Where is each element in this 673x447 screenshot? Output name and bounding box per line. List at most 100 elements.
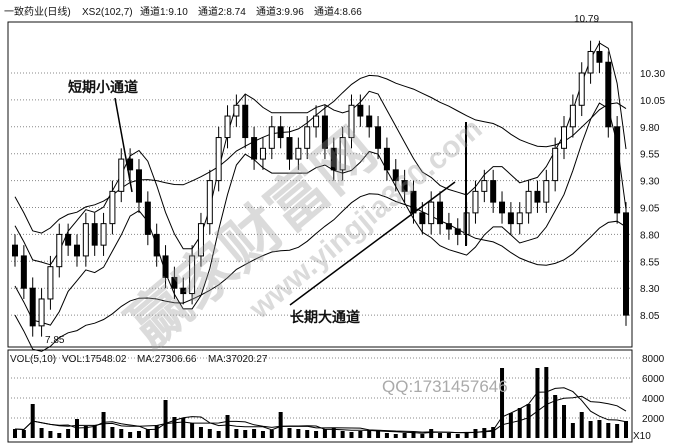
price-panel-frame bbox=[7, 21, 633, 348]
candle-body bbox=[197, 223, 204, 257]
candle-body bbox=[419, 212, 426, 225]
volume-bar bbox=[500, 368, 505, 438]
volume-bar bbox=[57, 433, 62, 438]
volume-bar bbox=[579, 412, 584, 438]
candle-body bbox=[73, 244, 80, 257]
volume-bar bbox=[588, 421, 593, 438]
volume-bar bbox=[553, 395, 558, 438]
volume-name: VOL(5,10) bbox=[10, 354, 56, 365]
short-channel-lower bbox=[14, 102, 627, 326]
candle-body bbox=[118, 158, 125, 192]
candle-body bbox=[12, 244, 18, 257]
volume-bar bbox=[544, 367, 549, 438]
price-tick: 10.05 bbox=[640, 96, 665, 107]
volume-bar bbox=[393, 434, 398, 438]
volume-bar bbox=[349, 432, 354, 438]
volume-bar bbox=[376, 431, 381, 438]
long-channel-label: 长期大通道 bbox=[290, 309, 360, 326]
candle-body bbox=[552, 147, 559, 182]
high-label: 10.79 bbox=[574, 14, 599, 25]
volume-bar bbox=[606, 423, 611, 438]
price-tick: 8.05 bbox=[640, 311, 660, 322]
volume-bar bbox=[482, 428, 487, 438]
volume-tick: 2000 bbox=[642, 414, 665, 425]
candle-body bbox=[561, 126, 568, 149]
volume-tick: 6000 bbox=[642, 374, 665, 385]
candle-body bbox=[313, 115, 320, 128]
volume-bar bbox=[429, 429, 434, 438]
volume-bar bbox=[384, 433, 389, 438]
candle-body bbox=[366, 115, 373, 128]
candle-body bbox=[65, 233, 72, 246]
price-tick: 8.30 bbox=[640, 284, 660, 295]
volume-bar bbox=[48, 431, 53, 438]
candle-body bbox=[578, 72, 585, 106]
candle-body bbox=[445, 223, 452, 230]
volume-bar bbox=[66, 429, 71, 438]
volume-panel-frame bbox=[7, 349, 633, 443]
long-channel-upper bbox=[14, 74, 627, 234]
volume-bar bbox=[252, 429, 257, 438]
volume-bar bbox=[597, 420, 602, 438]
candle-body bbox=[29, 287, 36, 327]
volume-bar bbox=[145, 429, 150, 438]
volume-bar bbox=[570, 423, 575, 438]
volume-bar bbox=[420, 434, 425, 438]
channel-1: 通道1:9.10 bbox=[140, 5, 188, 18]
volume-bar bbox=[216, 431, 221, 438]
volume-bar bbox=[110, 427, 115, 438]
volume-bar bbox=[367, 430, 372, 438]
volume-bar bbox=[136, 431, 141, 438]
candle-body bbox=[277, 126, 284, 139]
long-channel-arrow bbox=[289, 181, 456, 306]
volume-bar bbox=[207, 429, 212, 438]
chart-title: 一致药业(日线) bbox=[4, 5, 71, 18]
volume-bar bbox=[198, 427, 203, 438]
price-tick: 9.55 bbox=[640, 150, 660, 161]
volume-bar bbox=[13, 429, 17, 438]
volume-ma2: MA:37020.27 bbox=[208, 354, 268, 365]
candle-body bbox=[91, 223, 98, 246]
volume-bar bbox=[119, 429, 124, 438]
candle-body bbox=[437, 201, 444, 225]
candle-body bbox=[233, 104, 240, 117]
volume-bar bbox=[438, 433, 443, 438]
candle-body bbox=[304, 126, 311, 149]
volume-bar bbox=[615, 424, 620, 438]
volume-tick: 4000 bbox=[642, 394, 665, 405]
candle-body bbox=[171, 276, 178, 289]
volume-bar bbox=[508, 413, 513, 438]
candle-body bbox=[224, 115, 231, 139]
candle-body bbox=[215, 137, 222, 182]
volume-bar bbox=[287, 428, 292, 438]
long-channel-lower bbox=[14, 193, 627, 352]
low-label: 7.85 bbox=[45, 335, 65, 346]
price-tick: 9.80 bbox=[640, 123, 660, 134]
candle-body bbox=[392, 169, 399, 182]
volume-unit: X10 bbox=[633, 431, 651, 442]
candle-body bbox=[490, 180, 497, 203]
volume-bar bbox=[225, 415, 230, 438]
candle-body bbox=[481, 180, 488, 192]
volume-bar bbox=[190, 423, 195, 438]
candle-body bbox=[286, 137, 293, 160]
short-channel-arrow bbox=[114, 97, 133, 193]
candle-body bbox=[47, 266, 54, 300]
volume-bar bbox=[562, 405, 567, 438]
candle-body bbox=[259, 147, 266, 160]
volume-bar bbox=[172, 417, 177, 438]
watermark-qq: QQ:1731457646 bbox=[382, 377, 508, 396]
channel-4: 通道4:8.66 bbox=[314, 5, 362, 18]
candle-body bbox=[428, 201, 435, 225]
candle-body bbox=[20, 255, 27, 289]
candle-body bbox=[38, 298, 45, 327]
candle-body bbox=[525, 190, 532, 214]
volume-ma-line-2 bbox=[14, 395, 627, 434]
candle-body bbox=[268, 126, 275, 149]
candle-body bbox=[348, 104, 355, 139]
candle-body bbox=[144, 201, 151, 235]
volume-bar bbox=[526, 404, 531, 438]
price-tick: 9.05 bbox=[640, 204, 660, 215]
volume-bar bbox=[464, 433, 469, 438]
